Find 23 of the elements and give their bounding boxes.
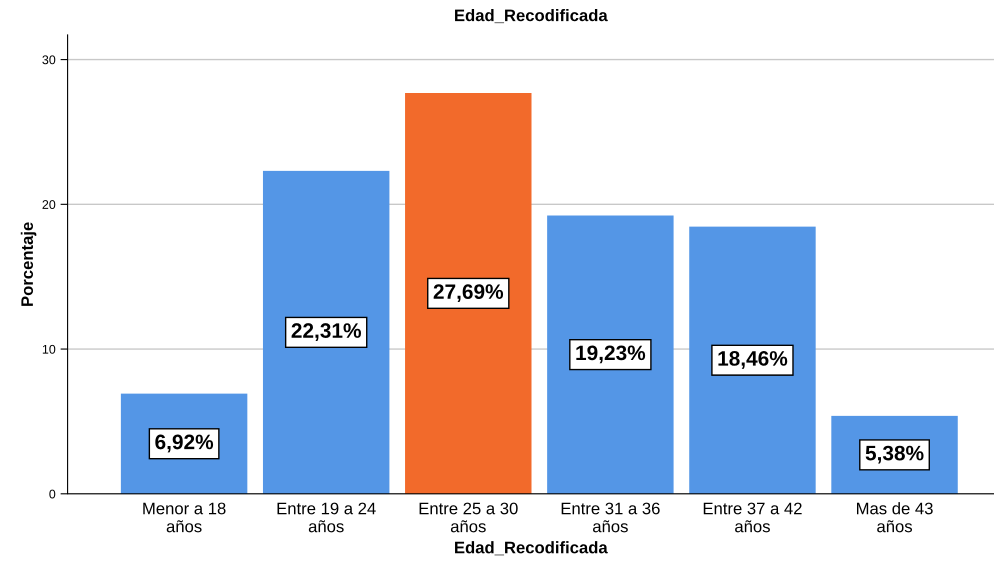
x-tick-label: Entre 25 a 30 años [420,502,518,532]
bar [547,215,674,494]
x-axis-title: Edad_Recodificada [455,541,608,556]
y-axis-title: Porcentaje [20,222,36,306]
data-label: 19,23% [576,345,646,364]
y-tick-label: 0 [49,490,56,498]
x-tick-label: Entre 19 a 24 años [278,502,376,532]
x-tick-label: Entre 31 a 36 años [562,502,660,532]
chart-title: Edad_Recodificada [455,9,608,24]
bar [405,93,532,494]
data-label: 27,69% [434,284,504,302]
bar [262,170,390,494]
data-label: 18,46% [718,351,788,369]
y-tick-label: 10 [42,344,56,354]
x-tick-label: Menor a 18 años [143,502,226,532]
x-tick-label: Entre 37 a 42 años [704,502,802,532]
data-label: 6,92% [155,434,214,452]
y-tick-label: 30 [42,55,56,64]
x-tick-label: Mas de 43 años [856,502,933,532]
y-tick-label: 20 [42,200,56,209]
data-label: 22,31% [292,323,361,341]
data-label: 5,38% [866,446,924,464]
bar [689,226,816,494]
